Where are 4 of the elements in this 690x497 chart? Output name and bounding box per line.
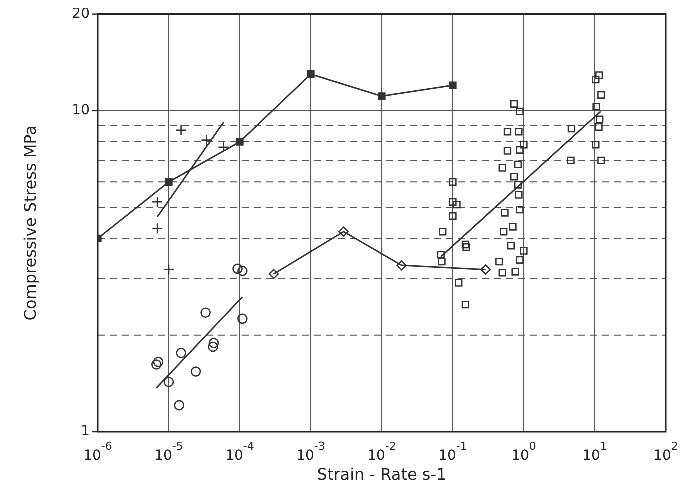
y-axis-title: Compressive Stress MPa: [21, 126, 40, 321]
y-tick-label: 10: [72, 102, 90, 119]
x-axis-title: Strain - Rate s-1: [317, 465, 447, 484]
y-tick-label: 1: [81, 424, 90, 440]
